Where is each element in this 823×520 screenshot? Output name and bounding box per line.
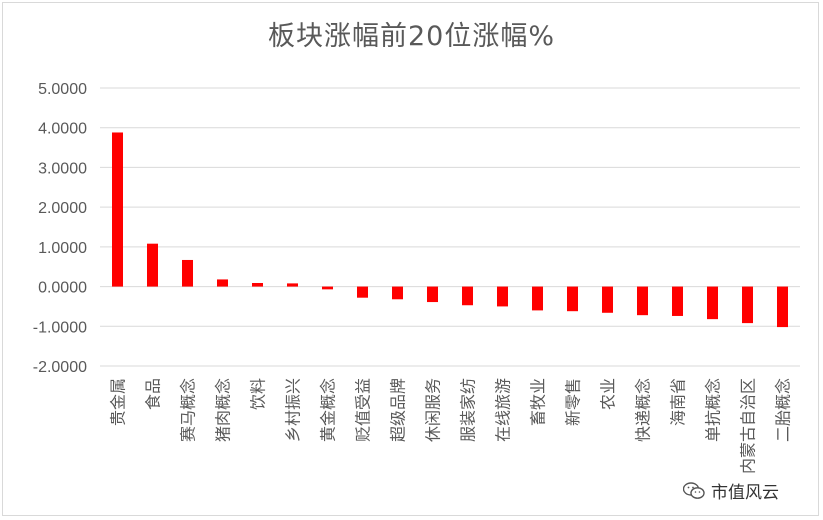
x-tick-label: 休闲服务 (424, 378, 443, 442)
x-tick-label: 内蒙古自治区 (739, 378, 758, 474)
x-tick-label: 在线旅游 (494, 378, 513, 442)
x-tick-label: 食品 (144, 378, 163, 410)
bar (322, 286, 333, 290)
bar (462, 286, 473, 306)
watermark-text: 市值风云 (711, 483, 779, 503)
x-tick-label: 二胎概念 (774, 378, 793, 442)
bar (112, 132, 123, 287)
y-tick-label: 3.0000 (38, 160, 87, 177)
x-tick-label: 畜牧业 (529, 378, 548, 426)
x-tick-label: 猪肉概念 (214, 378, 233, 442)
x-tick-label: 农业 (599, 378, 618, 410)
y-tick-label: -1.0000 (33, 319, 87, 336)
bar (742, 286, 753, 324)
chart-title: 板块涨幅前20位涨幅% (267, 21, 555, 52)
y-tick-label: 5.0000 (38, 81, 87, 98)
y-tick-label: -2.0000 (33, 359, 87, 376)
bar (147, 243, 158, 287)
x-tick-label: 海南省 (669, 378, 688, 426)
y-tick-label: 1.0000 (38, 240, 87, 257)
bar (217, 279, 228, 287)
y-tick-label: 4.0000 (38, 121, 87, 138)
y-tick-label: 0.0000 (38, 280, 87, 297)
x-tick-label: 超级品牌 (389, 378, 408, 442)
bar (567, 286, 578, 312)
x-tick-label: 乡村振兴 (284, 378, 303, 442)
bar (182, 259, 193, 287)
bar (777, 286, 788, 328)
bar (602, 286, 613, 313)
x-tick-label: 新零售 (564, 378, 583, 426)
bar (637, 286, 648, 316)
bar (497, 286, 508, 307)
x-tick-label: 贬值受益 (354, 378, 373, 442)
bar (427, 286, 438, 303)
x-tick-label: 快递概念 (634, 378, 653, 442)
wechat-icon (683, 481, 705, 500)
bar (672, 286, 683, 316)
bar (532, 286, 543, 311)
x-tick-label: 贵金属 (109, 378, 128, 426)
x-tick-label: 饮料 (249, 378, 268, 410)
y-tick-label: 2.0000 (38, 200, 87, 217)
bar (357, 286, 368, 298)
bar (287, 283, 298, 287)
bar (707, 286, 718, 320)
x-tick-label: 赛马概念 (179, 378, 198, 442)
x-tick-label: 服装家纺 (459, 378, 478, 442)
bar (392, 286, 403, 300)
watermark: 市值风云 (683, 478, 779, 503)
x-tick-label: 单抗概念 (704, 378, 723, 442)
bar (252, 282, 263, 287)
x-tick-label: 黄金概念 (319, 378, 338, 442)
